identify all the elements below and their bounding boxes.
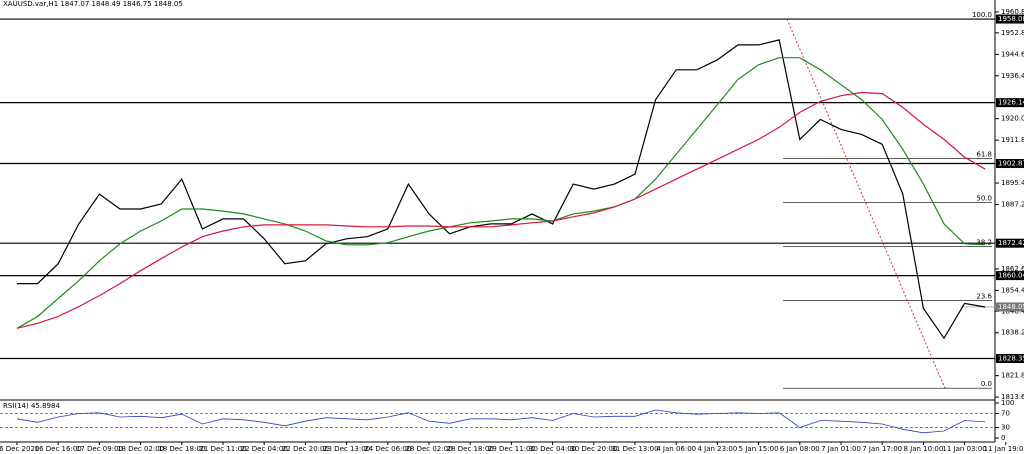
x-tick-label: 21 Dec 11:00 bbox=[199, 445, 246, 453]
y-tick-label: 1862.60 bbox=[1001, 265, 1024, 273]
x-tick-label: 23 Dec 13:00 bbox=[323, 445, 370, 453]
x-tick-label: 28 Dec 18:00 bbox=[447, 445, 494, 453]
level-label: 1872.42 bbox=[998, 239, 1024, 247]
x-tick-label: 30 Dec 04:00 bbox=[529, 445, 576, 453]
x-tick-label: 6 Jan 08:00 bbox=[780, 445, 820, 453]
x-tick-label: 11 Jan 19:00 bbox=[984, 445, 1024, 453]
level-label-box bbox=[996, 14, 1024, 24]
x-tick-label: 4 Jan 23:00 bbox=[697, 445, 737, 453]
x-tick-label: 30 Dec 20:00 bbox=[570, 445, 617, 453]
x-tick-label: 16 Dec 2020 bbox=[0, 445, 39, 453]
level-label-box bbox=[996, 271, 1024, 281]
fib-trendline bbox=[786, 18, 946, 389]
x-tick-label: 16 Dec 16:00 bbox=[35, 445, 82, 453]
x-tick-label: 17 Dec 09:00 bbox=[76, 445, 123, 453]
fib-label: 100.0 bbox=[972, 11, 992, 19]
y-tick-label: 1895.40 bbox=[1001, 179, 1024, 187]
current-price-label: 1848.05 bbox=[998, 303, 1024, 311]
x-tick-label: 22 Dec 04:00 bbox=[241, 445, 288, 453]
x-tick-label: 18 Dec 18:00 bbox=[158, 445, 205, 453]
y-tick-label: 1813.60 bbox=[1001, 393, 1024, 401]
y-tick-label: 1936.40 bbox=[1001, 72, 1024, 80]
x-tick-label: 8 Jan 10:00 bbox=[903, 445, 943, 453]
x-tick-label: 5 Jan 15:00 bbox=[739, 445, 779, 453]
series-line bbox=[16, 91, 986, 329]
y-tick-label: 30 bbox=[1001, 424, 1010, 432]
series-line bbox=[16, 57, 986, 329]
fib-label: 38.2 bbox=[976, 238, 992, 246]
current-price-box bbox=[996, 302, 1024, 312]
y-tick-label: 1911.80 bbox=[1001, 136, 1024, 144]
x-tick-label: 7 Jan 01:00 bbox=[821, 445, 861, 453]
y-tick-label: 1944.60 bbox=[1001, 50, 1024, 58]
y-tick-label: 1854.40 bbox=[1001, 286, 1024, 294]
y-tick-label: 1960.80 bbox=[1001, 8, 1024, 16]
y-tick-label: 1920.00 bbox=[1001, 115, 1024, 123]
y-tick-label: 1952.80 bbox=[1001, 29, 1024, 37]
level-label: 1958.08 bbox=[998, 15, 1024, 23]
level-label-box bbox=[996, 98, 1024, 108]
y-tick-label: 100 bbox=[1001, 399, 1014, 407]
level-label: 1860.04 bbox=[998, 272, 1024, 280]
x-tick-label: 4 Jan 06:00 bbox=[656, 445, 696, 453]
fib-label: 61.8 bbox=[976, 150, 992, 158]
y-tick-label: 1887.20 bbox=[1001, 201, 1024, 209]
fib-label: 50.0 bbox=[976, 194, 992, 202]
x-tick-label: 7 Jan 17:00 bbox=[862, 445, 902, 453]
y-tick-label: 1838.20 bbox=[1001, 329, 1024, 337]
x-tick-label: 28 Dec 02:00 bbox=[405, 445, 452, 453]
chart-title: XAUUSD.var,H1 1847.07 1848.49 1846.75 18… bbox=[3, 0, 183, 8]
series-line bbox=[17, 39, 986, 340]
fib-label: 0.0 bbox=[981, 380, 992, 388]
level-label: 1902.87 bbox=[998, 160, 1024, 168]
x-tick-label: 31 Dec 13:00 bbox=[611, 445, 658, 453]
rsi-title: RSI(14) 45.8984 bbox=[3, 402, 60, 410]
y-tick-label: 70 bbox=[1001, 410, 1010, 418]
level-label-box bbox=[996, 159, 1024, 169]
level-label: 1926.14 bbox=[998, 99, 1024, 107]
level-label: 1828.35 bbox=[998, 355, 1024, 363]
x-tick-label: 18 Dec 02:00 bbox=[117, 445, 164, 453]
x-tick-label: 22 Dec 20:00 bbox=[282, 445, 329, 453]
level-label-box bbox=[996, 354, 1024, 364]
level-label-box bbox=[996, 238, 1024, 248]
x-tick-label: 29 Dec 11:00 bbox=[488, 445, 535, 453]
fib-label: 23.6 bbox=[976, 293, 992, 301]
y-tick-label: 0 bbox=[1001, 434, 1005, 442]
x-tick-label: 11 Jan 03:00 bbox=[942, 445, 986, 453]
series-line bbox=[16, 409, 986, 434]
x-tick-label: 24 Dec 06:00 bbox=[364, 445, 411, 453]
y-tick-label: 1821.80 bbox=[1001, 372, 1024, 380]
